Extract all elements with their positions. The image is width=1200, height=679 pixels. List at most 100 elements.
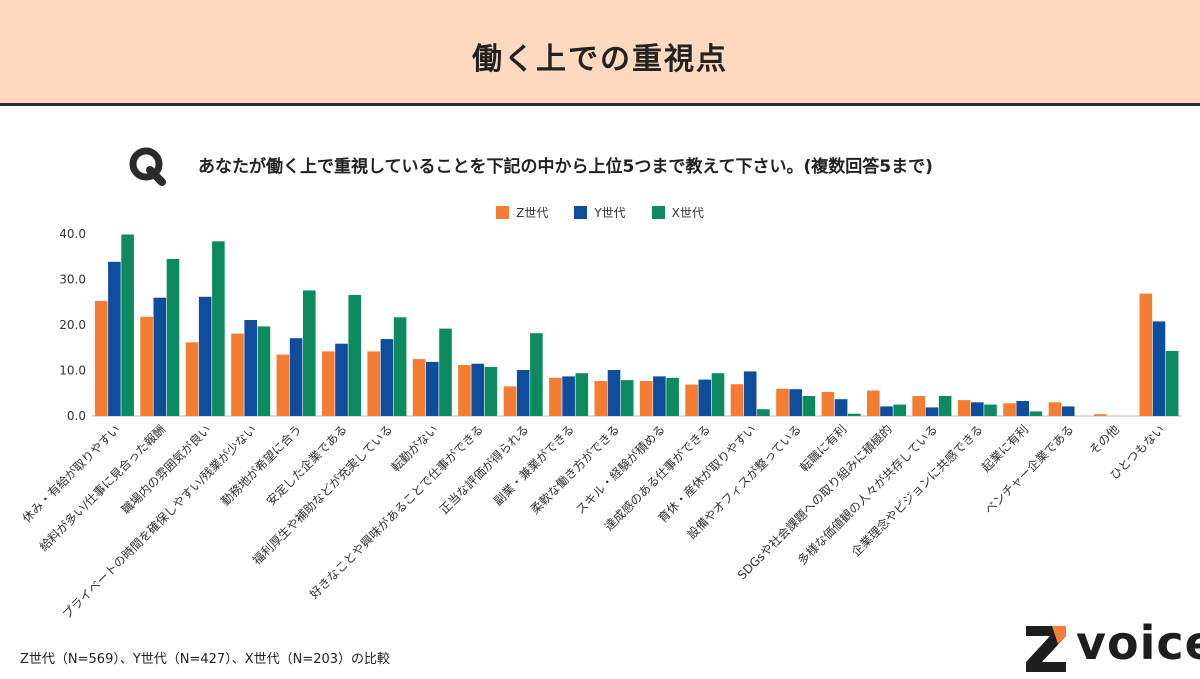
y-tick-label: 0.0 <box>67 409 86 423</box>
y-tick-label: 20.0 <box>59 318 86 332</box>
bar-x <box>575 373 589 416</box>
bar-y <box>380 339 394 416</box>
bar-z <box>458 365 471 416</box>
bar-y <box>1016 401 1029 416</box>
logo-text: voice <box>1076 616 1200 670</box>
bar-x <box>893 404 906 416</box>
x-category-label: ベンチャー企業である <box>981 422 1076 517</box>
bar-chart: 0.010.020.030.040.0休み・有給が取りやすい給料が多い/仕事に見… <box>19 227 1182 622</box>
y-tick-label: 10.0 <box>59 364 86 378</box>
bar-z <box>685 384 698 416</box>
bar-x <box>1165 350 1179 416</box>
bar-x <box>121 234 134 416</box>
bar-x <box>984 404 997 416</box>
legend-label-x: X世代 <box>671 206 704 220</box>
bar-z <box>1048 402 1062 416</box>
bar-x <box>393 317 407 416</box>
bar-x <box>848 413 861 416</box>
legend-label-y: Y世代 <box>594 206 626 220</box>
bar-y <box>335 343 348 416</box>
bar-z <box>730 384 744 416</box>
bar-y <box>653 376 666 416</box>
bar-z <box>94 300 108 416</box>
bar-y <box>698 379 712 416</box>
bar-y <box>971 402 984 416</box>
question-text: あなたが働く上で重視していることを下記の中から上位5つまで教えて下さい。(複数回… <box>198 157 933 177</box>
legend-swatch-y <box>574 206 588 219</box>
x-category-label: 勤務地が希望に合う <box>218 422 305 509</box>
bar-x <box>484 366 498 416</box>
bar-x <box>757 409 770 416</box>
bar-z <box>594 381 608 416</box>
bar-x <box>711 373 725 416</box>
bar-x <box>938 396 952 416</box>
bar-z <box>867 390 880 416</box>
bar-z <box>957 400 971 416</box>
legend-swatch-x <box>651 206 665 219</box>
y-tick-label: 40.0 <box>59 227 86 241</box>
bar-y <box>1061 406 1075 416</box>
bar-y <box>153 297 167 416</box>
legend-label-z: Z世代 <box>516 206 549 220</box>
bar-x <box>166 259 180 416</box>
legend-item-x: X世代 <box>651 204 704 221</box>
bar-x <box>303 290 316 416</box>
bar-y <box>562 376 575 416</box>
page-header: 働く上での重視点 <box>0 0 1200 106</box>
bar-y <box>244 320 257 416</box>
bar-x <box>620 380 634 416</box>
bar-z <box>1003 403 1016 416</box>
y-tick-label: 30.0 <box>59 273 86 287</box>
z-logo-icon <box>1026 626 1066 672</box>
bar-z <box>140 316 153 416</box>
bar-y <box>289 338 303 416</box>
bar-z <box>549 377 562 416</box>
zvoice-logo: voice <box>1022 616 1200 675</box>
x-category-label: SDGsや社会課題への取り組みに積極的 <box>734 422 895 583</box>
legend-item-y: Y世代 <box>574 204 626 221</box>
x-category-label: 柔軟な働き方ができる <box>527 422 622 517</box>
legend-item-z: Z世代 <box>496 204 548 221</box>
x-category-label: その他 <box>1087 422 1122 457</box>
bar-x <box>1029 411 1043 416</box>
bar-z <box>776 388 789 416</box>
bar-z <box>412 359 426 416</box>
bar-z <box>912 396 925 416</box>
bar-z <box>1094 414 1107 416</box>
x-category-label: 正当な評価が得られる <box>436 422 531 517</box>
bar-y <box>426 361 439 416</box>
x-category-label: 安定した企業である <box>263 422 350 509</box>
bar-y <box>743 371 757 416</box>
x-category-label: スキル・経験が積める <box>572 422 667 517</box>
bar-z <box>503 386 517 416</box>
sample-size-footnote: Z世代（N=569）、Y世代（N=427）、X世代（N=203）の比較 <box>20 652 391 667</box>
bar-y <box>880 406 893 416</box>
legend-swatch-z <box>496 206 510 219</box>
bar-z <box>322 351 335 416</box>
bar-y <box>516 370 530 416</box>
x-category-label: 副業・兼業ができる <box>490 422 577 509</box>
bar-x <box>666 377 679 416</box>
bar-z <box>276 354 290 416</box>
bar-y <box>789 389 802 416</box>
bar-x <box>212 241 225 416</box>
bar-x <box>530 333 543 416</box>
bar-y <box>471 363 484 416</box>
bar-x <box>257 326 271 416</box>
bar-y <box>834 399 848 416</box>
bar-z <box>185 342 199 416</box>
bar-y <box>607 370 621 416</box>
page-title: 働く上での重視点 <box>472 42 728 77</box>
bar-z <box>231 333 244 416</box>
bar-y <box>925 407 939 416</box>
bar-z <box>1139 293 1153 416</box>
bar-y <box>198 296 212 416</box>
bar-x <box>439 328 452 416</box>
bar-y <box>108 261 121 416</box>
chart-legend: Z世代 Y世代 X世代 <box>0 204 1200 221</box>
bar-z <box>639 381 653 416</box>
x-category-label: 職場内の雰囲気が良い <box>118 422 213 517</box>
bar-y <box>1152 321 1166 416</box>
bar-z <box>367 351 380 416</box>
bar-z <box>821 391 835 416</box>
